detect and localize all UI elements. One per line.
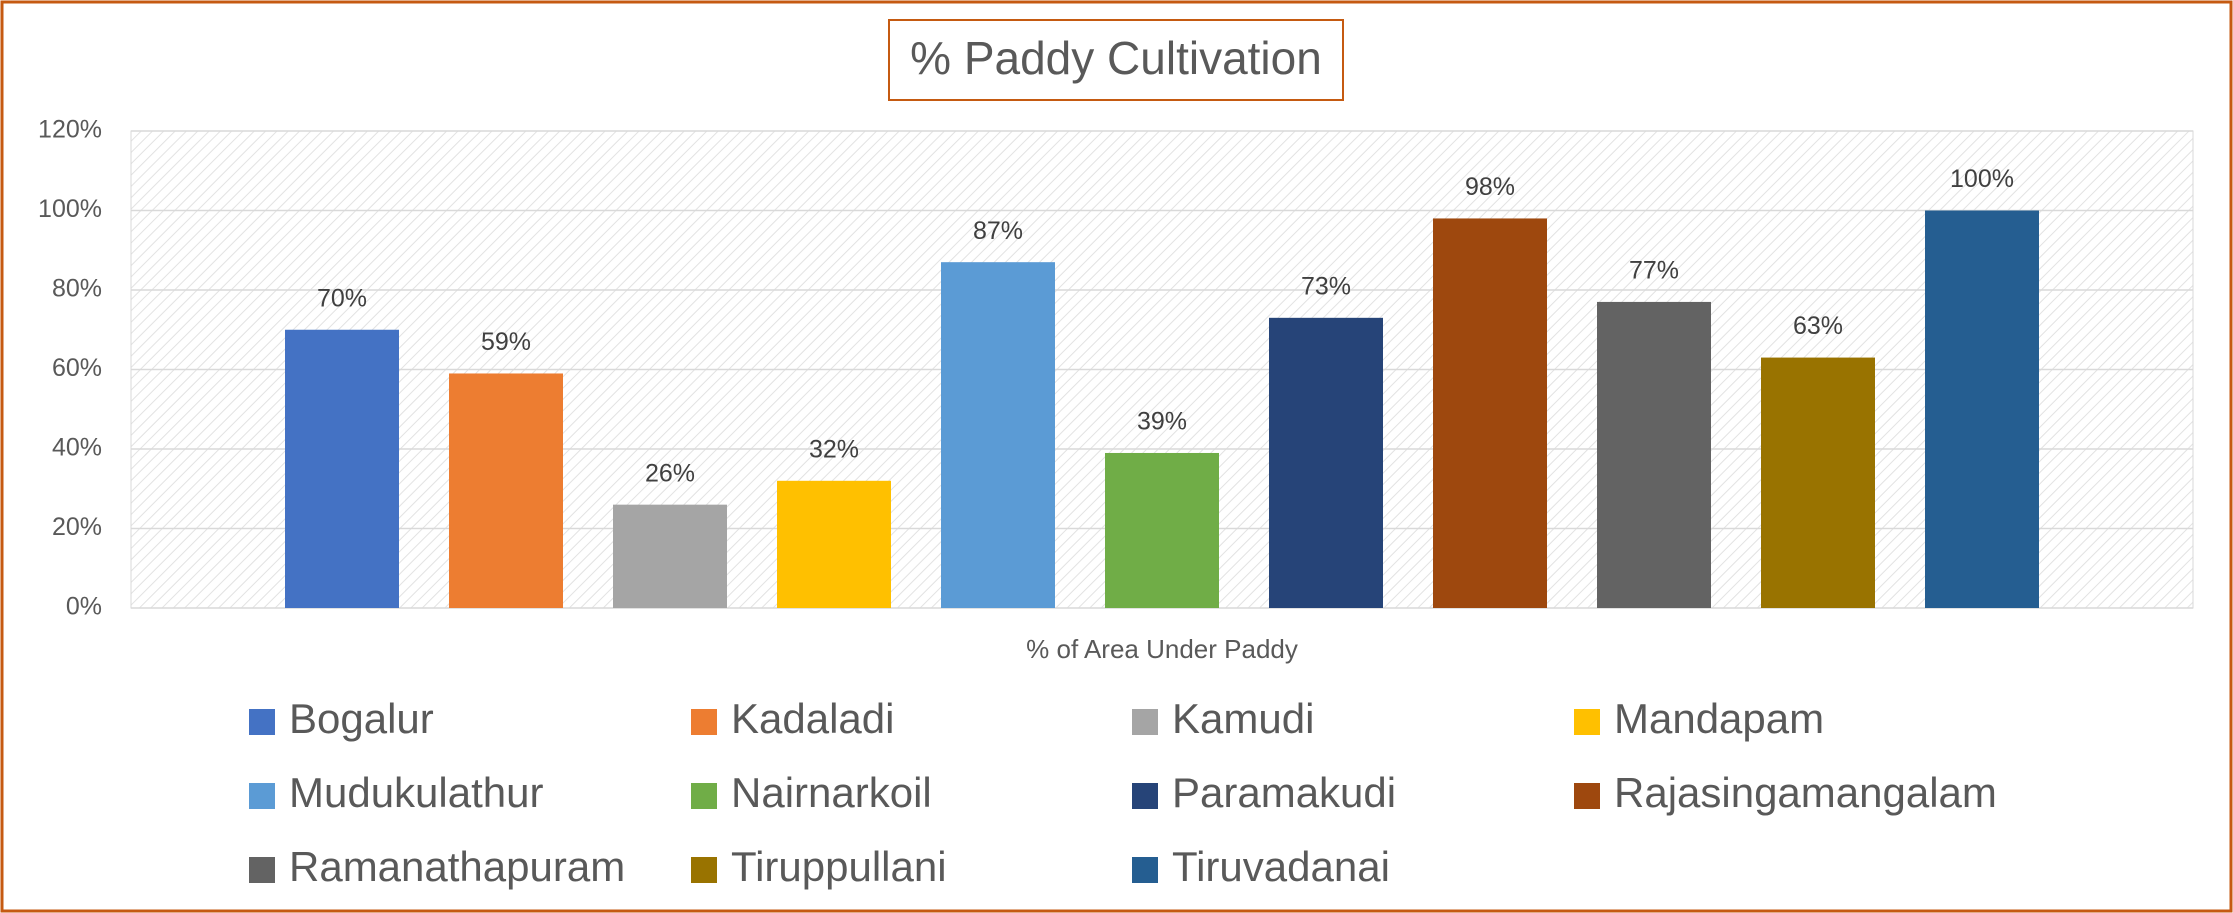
- legend-label: Kamudi: [1172, 695, 1314, 742]
- legend-label: Tiruppullani: [731, 843, 947, 890]
- y-tick-label: 20%: [52, 513, 102, 541]
- legend-swatch: [1574, 709, 1600, 735]
- bar: [1269, 317, 1383, 608]
- legend-swatch: [691, 709, 717, 735]
- legend-swatch: [249, 857, 275, 883]
- bar: [777, 480, 891, 608]
- y-tick-label: 100%: [38, 195, 102, 223]
- title-box: [888, 19, 1344, 101]
- legend-swatch: [1132, 857, 1158, 883]
- bar: [1105, 452, 1219, 608]
- data-label: 63%: [1793, 312, 1843, 340]
- legend-label: Ramanathapuram: [289, 843, 625, 890]
- data-label: 73%: [1301, 272, 1351, 300]
- legend-swatch: [249, 783, 275, 809]
- bar: [613, 504, 727, 608]
- y-tick-label: 60%: [52, 354, 102, 382]
- data-label: 59%: [481, 328, 531, 356]
- legend-label: Tiruvadanai: [1172, 843, 1390, 890]
- bar: [285, 329, 399, 608]
- data-label: 70%: [317, 284, 367, 312]
- y-tick-label: 80%: [52, 275, 102, 303]
- y-tick-label: 120%: [38, 116, 102, 144]
- legend-label: Kadaladi: [731, 695, 894, 742]
- legend-swatch: [1132, 783, 1158, 809]
- data-label: 26%: [645, 459, 695, 487]
- bar: [1597, 301, 1711, 608]
- bar: [1761, 357, 1875, 608]
- legend-label: Mandapam: [1614, 695, 1824, 742]
- data-label: 100%: [1950, 165, 2014, 193]
- data-label: 87%: [973, 217, 1023, 245]
- legend-label: Mudukulathur: [289, 769, 543, 816]
- legend-swatch: [691, 783, 717, 809]
- y-tick-label: 0%: [66, 593, 102, 621]
- data-label: 77%: [1629, 257, 1679, 285]
- legend-label: Paramakudi: [1172, 769, 1396, 816]
- x-axis-label: % of Area Under Paddy: [1026, 634, 1298, 664]
- legend-swatch: [249, 709, 275, 735]
- chart-title: % Paddy Cultivation: [910, 32, 1322, 84]
- bar: [1433, 218, 1547, 608]
- legend-swatch: [691, 857, 717, 883]
- legend-label: Nairnarkoil: [731, 769, 932, 816]
- legend-label: Bogalur: [289, 695, 434, 742]
- bar: [1925, 210, 2039, 608]
- legend-label: Rajasingamangalam: [1614, 769, 1997, 816]
- legend-swatch: [1132, 709, 1158, 735]
- data-label: 98%: [1465, 173, 1515, 201]
- bar: [449, 373, 563, 608]
- data-label: 32%: [809, 435, 859, 463]
- data-label: 39%: [1137, 408, 1187, 436]
- legend-swatch: [1574, 783, 1600, 809]
- y-tick-label: 40%: [52, 434, 102, 462]
- bar: [941, 262, 1055, 608]
